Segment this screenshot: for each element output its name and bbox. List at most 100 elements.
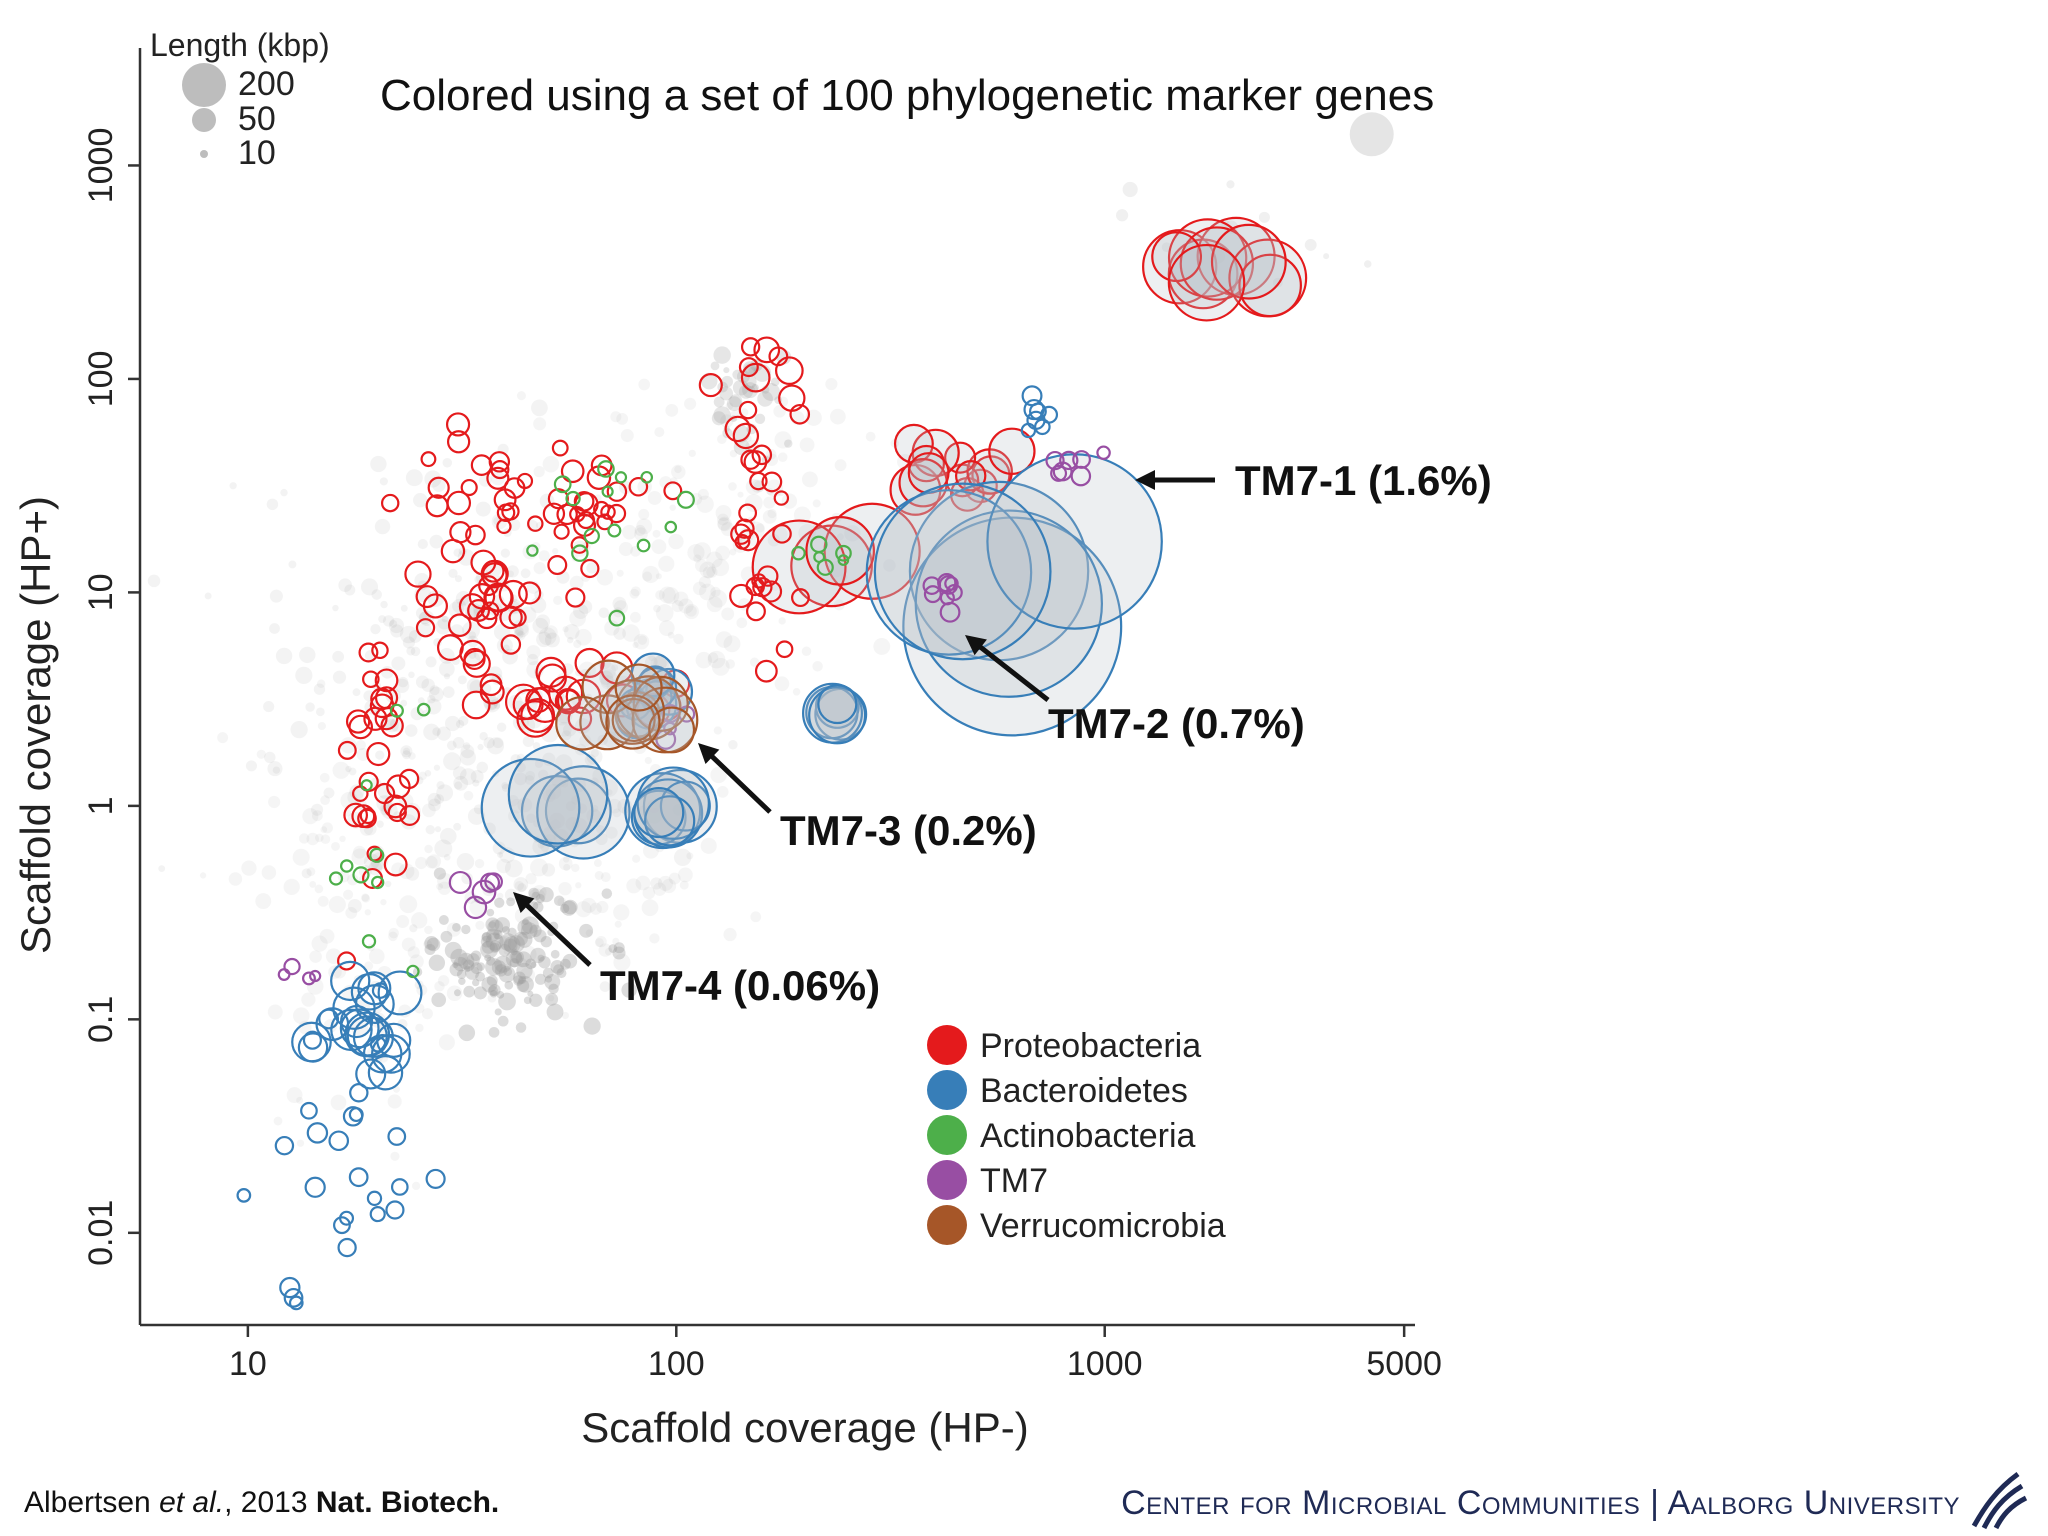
- institution-name: Center for Microbial Communities | Aalbo…: [1121, 1484, 1960, 1522]
- unclassified-point: [476, 761, 488, 774]
- unclassified-point: [548, 983, 559, 994]
- data-point: [791, 546, 806, 561]
- unclassified-point: [594, 870, 604, 880]
- unclassified-point: [428, 798, 441, 812]
- data-point: [380, 493, 400, 513]
- data-point: [754, 659, 778, 683]
- unclassified-point: [667, 631, 675, 639]
- unclassified-point: [436, 781, 445, 790]
- unclassified-point: [497, 935, 512, 950]
- unclassified-point: [550, 960, 564, 974]
- y-tick-label: 1: [82, 796, 120, 815]
- unclassified-point: [707, 652, 719, 664]
- unclassified-point: [565, 801, 576, 812]
- data-point: [1210, 223, 1287, 300]
- data-point: [349, 1083, 369, 1103]
- unclassified-point: [463, 742, 471, 750]
- unclassified-point: [316, 707, 325, 717]
- unclassified-point: [511, 950, 525, 964]
- data-point: [332, 986, 376, 1030]
- data-point: [348, 714, 374, 740]
- unclassified-point: [204, 592, 212, 600]
- series-cluster-proteobacteria: [380, 412, 649, 546]
- unclassified-point: [263, 701, 275, 713]
- unclassified-point: [600, 675, 615, 690]
- data-point: [501, 502, 520, 521]
- unclassified-point: [453, 822, 462, 831]
- data-point: [734, 534, 751, 550]
- unclassified-point: [352, 688, 361, 697]
- data-point: [377, 970, 423, 1016]
- unclassified-point: [507, 927, 517, 937]
- chart-title: Colored using a set of 100 phylogenetic …: [380, 71, 1434, 120]
- data-point: [1151, 231, 1203, 283]
- unclassified-point: [516, 962, 533, 980]
- unclassified-point: [475, 920, 485, 930]
- unclassified-point: [516, 931, 533, 948]
- data-point: [1059, 450, 1079, 471]
- data-point: [628, 476, 649, 497]
- unclassified-point: [498, 965, 516, 983]
- unclassified-point: [397, 1019, 408, 1030]
- unclassified-point: [486, 908, 495, 917]
- data-point: [810, 535, 828, 554]
- unclassified-point: [441, 615, 449, 623]
- unclassified-point: [556, 721, 572, 737]
- unclassified-point: [563, 899, 578, 915]
- unclassified-point: [801, 646, 812, 657]
- unclassified-point: [613, 904, 630, 921]
- data-point: [425, 1168, 446, 1190]
- unclassified-point: [513, 931, 528, 946]
- unclassified-point: [339, 835, 346, 843]
- unclassified-point: [706, 551, 723, 568]
- unclassified-point: [509, 951, 522, 964]
- unclassified-point: [693, 554, 702, 563]
- unclassified-point: [732, 369, 743, 380]
- unclassified-point: [498, 936, 508, 946]
- unclassified-point: [428, 686, 444, 702]
- unclassified-point: [671, 600, 684, 613]
- unclassified-point: [309, 950, 322, 963]
- unclassified-point: [397, 676, 409, 688]
- series-cluster-tm7: [1045, 445, 1111, 487]
- unclassified-point: [520, 922, 538, 939]
- unclassified-point: [452, 766, 467, 780]
- unclassified-point: [710, 766, 727, 784]
- unclassified-point: [542, 967, 554, 979]
- unclassified-point: [545, 975, 553, 983]
- data-point: [288, 1295, 304, 1311]
- unclassified-point: [272, 766, 281, 774]
- unclassified-point: [834, 459, 847, 472]
- unclassified-point: [586, 748, 603, 765]
- data-point: [337, 1237, 357, 1258]
- data-point: [583, 527, 600, 545]
- unclassified-point: [532, 617, 549, 634]
- unclassified-point: [351, 848, 369, 866]
- data-point: [486, 466, 510, 490]
- unclassified-point: [241, 860, 257, 876]
- unclassified-point: [493, 929, 503, 940]
- data-point: [445, 412, 471, 437]
- unclassified-point: [425, 824, 435, 835]
- unclassified-point: [583, 1017, 601, 1035]
- unclassified-point: [320, 834, 331, 844]
- unclassified-point: [713, 396, 725, 408]
- annotation-label: TM7-1 (1.6%): [1235, 457, 1492, 504]
- data-point: [740, 337, 761, 357]
- unclassified-point: [387, 1094, 402, 1109]
- unclassified-point: [468, 631, 477, 639]
- unclassified-point: [1226, 180, 1235, 189]
- unclassified-point: [268, 795, 281, 809]
- unclassified-point: [723, 635, 741, 653]
- unclassified-point: [717, 517, 731, 531]
- unclassified-point: [742, 374, 757, 389]
- unclassified-point: [836, 533, 844, 541]
- unclassified-point: [515, 951, 532, 968]
- data-point: [555, 695, 610, 751]
- unclassified-point: [514, 880, 524, 891]
- unclassified-point: [673, 848, 692, 867]
- unclassified-point: [438, 661, 455, 677]
- unclassified-point: [492, 737, 504, 749]
- unclassified-point: [473, 986, 487, 1000]
